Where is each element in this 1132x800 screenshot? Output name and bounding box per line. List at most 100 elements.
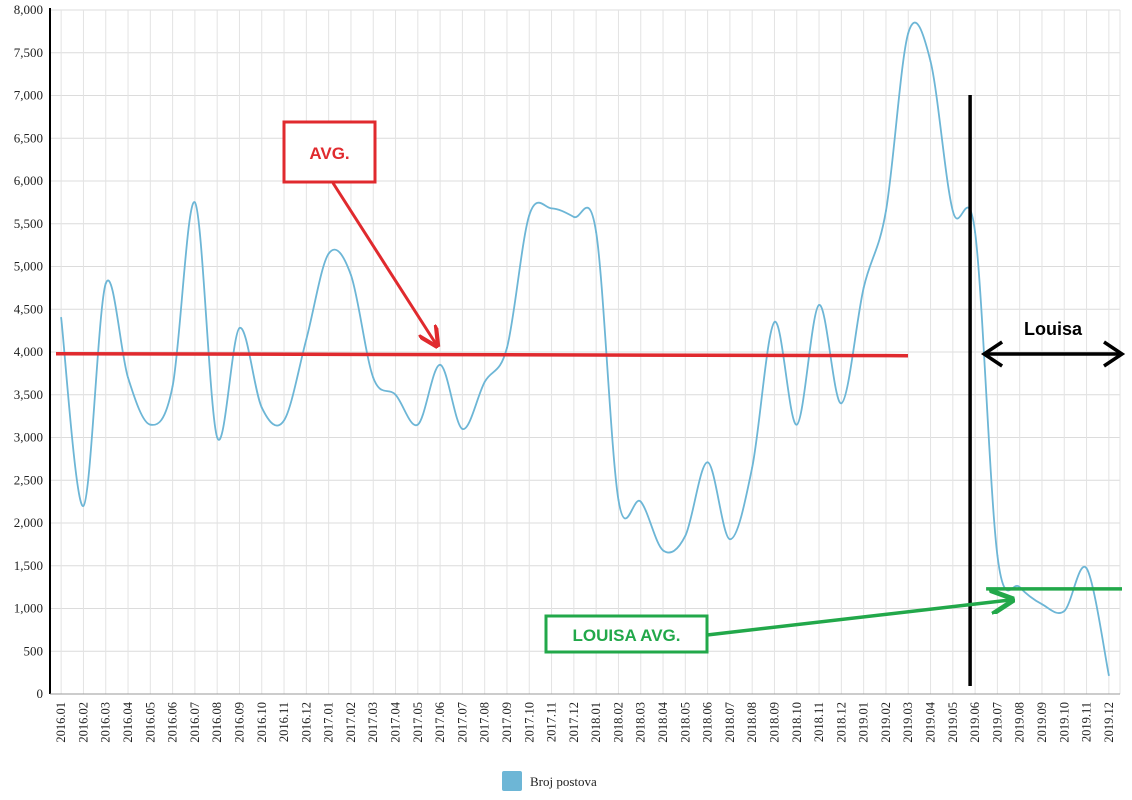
- y-tick-label: 2,000: [14, 515, 43, 530]
- x-axis-ticks: 2016.01 2016.02 2016.03 2016.04 2016.05 2016.…: [54, 701, 1116, 742]
- x-tick-label: 2016.12: [299, 702, 313, 743]
- x-tick-label: 2018.11: [812, 702, 826, 742]
- x-tick-label: 2019.05: [946, 702, 960, 743]
- data-point: [550, 207, 553, 210]
- data-point: [862, 286, 865, 289]
- x-tick-label: 2016.04: [121, 701, 135, 742]
- x-tick-label: 2016.10: [255, 702, 269, 743]
- data-point: [1085, 567, 1088, 570]
- data-point: [929, 60, 932, 63]
- x-tick-label: 2018.02: [611, 702, 625, 743]
- x-tick-label: 2017.02: [344, 702, 358, 743]
- y-tick-label: 2,500: [14, 472, 43, 487]
- axes: [49, 8, 1120, 695]
- x-tick-label: 2018.03: [634, 702, 648, 743]
- data-point: [996, 554, 999, 557]
- data-point: [350, 274, 352, 276]
- data-point: [260, 406, 263, 409]
- arrowhead-right-icon: [1103, 340, 1126, 368]
- data-point: [617, 499, 620, 501]
- data-point: [684, 534, 687, 537]
- data-point: [595, 231, 598, 234]
- data-point: [60, 316, 63, 319]
- data-point: [483, 381, 486, 383]
- louisa-average-arrow: [706, 600, 1010, 637]
- x-tick-label: 2016.02: [76, 702, 90, 743]
- y-tick-label: 0: [37, 686, 44, 701]
- x-tick-label: 2017.06: [433, 702, 447, 743]
- x-tick-label: 2017.08: [478, 702, 492, 743]
- data-point: [639, 500, 642, 503]
- x-tick-label: 2018.07: [723, 702, 737, 743]
- series-line: [60, 21, 1110, 676]
- y-tick-label: 1,500: [14, 558, 43, 573]
- y-tick-label: 1,000: [14, 601, 43, 616]
- data-point: [193, 201, 196, 204]
- x-tick-label: 2017.01: [322, 702, 336, 743]
- x-tick-label: 2016.11: [277, 702, 291, 742]
- x-tick-label: 2018.01: [589, 702, 603, 743]
- average-label-box: [282, 120, 377, 184]
- data-point: [907, 32, 910, 34]
- data-point: [372, 376, 375, 379]
- data-point: [840, 402, 843, 405]
- y-tick-label: 6,500: [14, 130, 43, 145]
- data-point: [974, 231, 977, 234]
- louisa-label: Louisa: [1024, 319, 1083, 339]
- x-tick-label: 2019.03: [901, 702, 915, 743]
- x-tick-label: 2016.03: [99, 702, 113, 743]
- data-point: [327, 252, 330, 255]
- data-point: [127, 376, 129, 379]
- x-tick-label: 2019.10: [1057, 702, 1071, 743]
- x-tick-label: 2019.09: [1035, 702, 1049, 743]
- x-tick-label: 2017.05: [411, 702, 425, 743]
- x-tick-label: 2019.06: [968, 702, 982, 743]
- x-tick-label: 2016.05: [143, 702, 157, 743]
- y-tick-label: 3,500: [14, 387, 43, 402]
- data-point: [1063, 610, 1066, 612]
- x-tick-label: 2017.09: [500, 702, 514, 743]
- data-point: [216, 436, 219, 439]
- louisa-average-label: LOUISA AVG.: [573, 626, 681, 645]
- data-point: [795, 423, 798, 426]
- x-tick-label: 2019.01: [857, 702, 871, 743]
- data-point: [416, 423, 419, 426]
- x-tick-label: 2018.09: [767, 702, 781, 743]
- data-point: [171, 385, 174, 388]
- average-line: [55, 351, 909, 358]
- x-tick-label: 2016.07: [188, 702, 202, 743]
- y-tick-label: 4,000: [14, 344, 43, 359]
- data-point: [283, 419, 285, 422]
- data-point: [506, 346, 508, 349]
- y-tick-label: 5,500: [14, 216, 43, 231]
- y-tick-label: 6,000: [14, 173, 43, 188]
- x-tick-label: 2019.12: [1102, 702, 1116, 743]
- data-point: [728, 538, 731, 541]
- x-tick-label: 2016.08: [210, 702, 224, 743]
- data-point: [238, 327, 241, 329]
- x-tick-label: 2019.07: [990, 702, 1004, 743]
- data-point: [885, 210, 887, 212]
- x-tick-label: 2017.03: [366, 702, 380, 743]
- x-tick-label: 2019.11: [1080, 702, 1094, 742]
- data-point: [149, 423, 152, 426]
- data-point: [104, 282, 107, 285]
- x-tick-label: 2017.11: [545, 702, 559, 742]
- data-point: [572, 216, 575, 218]
- data-point: [305, 338, 308, 341]
- data-point: [528, 214, 531, 217]
- x-tick-label: 2017.12: [567, 702, 581, 743]
- x-tick-label: 2018.12: [834, 702, 848, 743]
- y-tick-label: 7,000: [14, 88, 43, 103]
- legend-label: Broj postova: [530, 774, 597, 789]
- x-tick-label: 2019.02: [879, 702, 893, 743]
- x-tick-label: 2018.08: [745, 702, 759, 743]
- data-point: [662, 549, 664, 552]
- average-arrow: [331, 182, 436, 344]
- x-tick-label: 2018.04: [656, 701, 670, 742]
- grid: [50, 9, 1121, 694]
- x-tick-label: 2018.06: [701, 702, 715, 743]
- x-tick-label: 2019.04: [924, 701, 938, 742]
- data-point: [951, 210, 954, 212]
- data-point: [82, 505, 85, 507]
